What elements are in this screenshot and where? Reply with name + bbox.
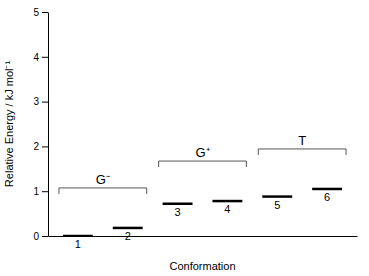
y-tick-label: 2 [33,141,39,152]
y-tick: 3 [33,96,48,107]
y-tick: 5 [33,7,48,18]
y-tick-label: 5 [33,7,39,18]
y-axis: 0 1 2 3 4 5 [33,7,48,242]
y-tick-label: 1 [33,186,39,197]
chart: 0 1 2 3 4 5 1 2 3 4 5 6 G⁻ G⁺ T Conformation Relative En… [0,0,369,276]
y-tick-mark [42,57,48,58]
energy-level [212,200,242,203]
y-tick-mark [42,12,48,13]
group-label: G⁺ [195,145,209,160]
x-axis [49,236,358,237]
group-label: G⁻ [96,172,110,187]
level-label: 6 [324,191,330,203]
y-tick-mark [42,102,48,103]
y-tick-label: 4 [33,52,39,63]
y-tick: 4 [33,52,48,63]
x-axis-line [49,236,358,237]
bracket [159,161,247,167]
energy-level [163,202,193,205]
y-tick: 1 [33,186,48,197]
y-tick-mark [42,146,48,147]
energy-level [312,188,342,191]
bracket [59,188,147,194]
marks [63,189,342,236]
plot: 0 1 2 3 4 5 1 2 3 4 5 6 G⁻ G⁺ T [33,7,357,250]
y-tick-mark [42,236,48,237]
level-label: 1 [75,238,81,250]
group-label: T [298,133,306,148]
y-tick-label: 3 [33,96,39,107]
level-label: 5 [274,199,280,211]
level-labels: 1 2 3 4 5 6 [75,191,330,250]
y-axis-line [48,13,49,237]
bracket [258,149,346,155]
y-tick: 2 [33,141,48,152]
brackets: G⁻ G⁺ T [59,133,346,194]
level-label: 2 [125,230,131,242]
y-axis-title: Relative Energy / kJ mol⁻¹ [3,61,15,188]
y-tick-mark [42,191,48,192]
energy-level [113,227,143,230]
x-axis-title: Conformation [169,260,235,272]
level-label: 3 [175,206,181,218]
level-label: 4 [224,203,230,215]
y-tick-label: 0 [33,231,39,242]
energy-level [63,235,93,236]
energy-level [262,195,292,198]
y-tick: 0 [33,231,48,242]
